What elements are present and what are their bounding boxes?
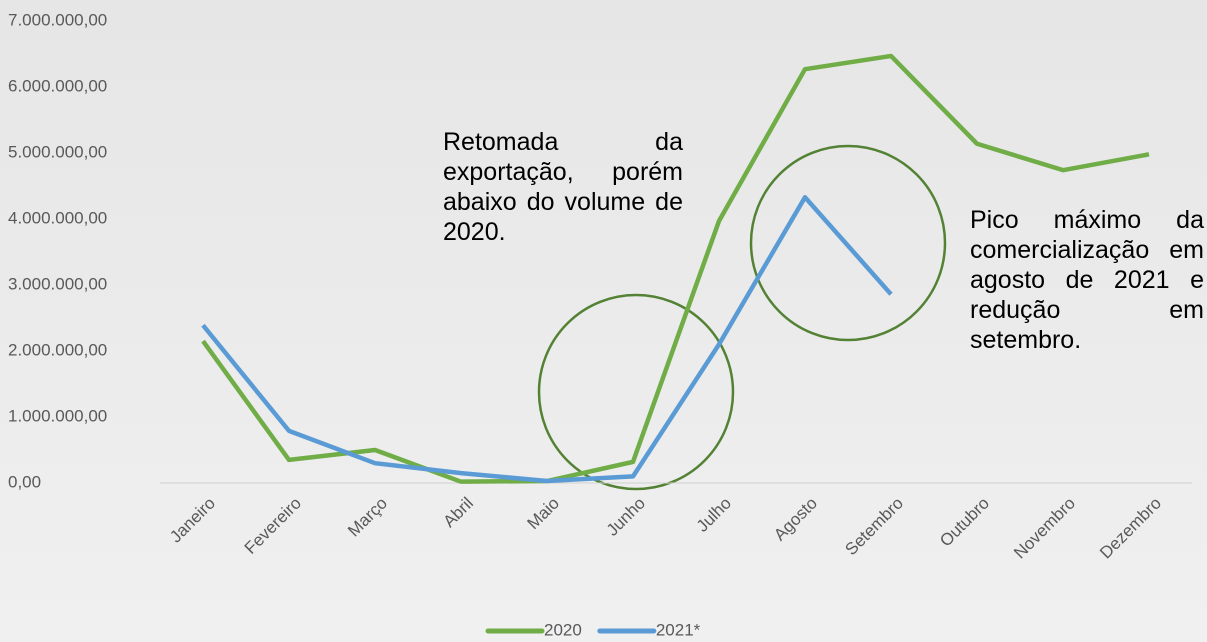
x-tick-label: Janeiro (166, 494, 219, 547)
data-line (201, 194, 893, 484)
data-line (201, 53, 1150, 484)
x-tick-label: Fevereiro (241, 494, 305, 558)
legend-label: 2021* (656, 620, 701, 639)
x-tick-label: Abril (440, 494, 477, 531)
x-tick-label: Maio (524, 494, 563, 533)
x-tick-label: Dezembro (1096, 494, 1165, 563)
highlight-circle (749, 144, 947, 342)
y-tick-label: 3.000.000,00 (8, 274, 107, 293)
y-tick-label: 1.000.000,00 (8, 406, 107, 425)
legend-label: 2020 (544, 620, 582, 639)
y-tick-label: 2.000.000,00 (8, 340, 107, 359)
x-tick-label: Julho (693, 494, 735, 536)
x-tick-label: Junho (603, 494, 649, 540)
y-tick-label: 4.000.000,00 (8, 208, 107, 227)
y-tick-label: 7.000.000,00 (8, 10, 107, 29)
y-tick-label: 0,00 (8, 472, 41, 491)
x-tick-label: Março (344, 494, 391, 541)
annotation: Retomada da exportação, porém abaixo do … (443, 128, 683, 246)
x-tick-label: Outubro (936, 494, 993, 551)
x-tick-label: Setembro (841, 494, 907, 560)
y-tick-label: 5.000.000,00 (8, 142, 107, 161)
annotation: Pico máximo da comercialização em agosto… (970, 206, 1204, 354)
highlight-circle (537, 293, 735, 491)
y-tick-label: 6.000.000,00 (8, 76, 107, 95)
x-tick-label: Agosto (770, 494, 821, 545)
x-tick-label: Novembro (1010, 494, 1079, 563)
